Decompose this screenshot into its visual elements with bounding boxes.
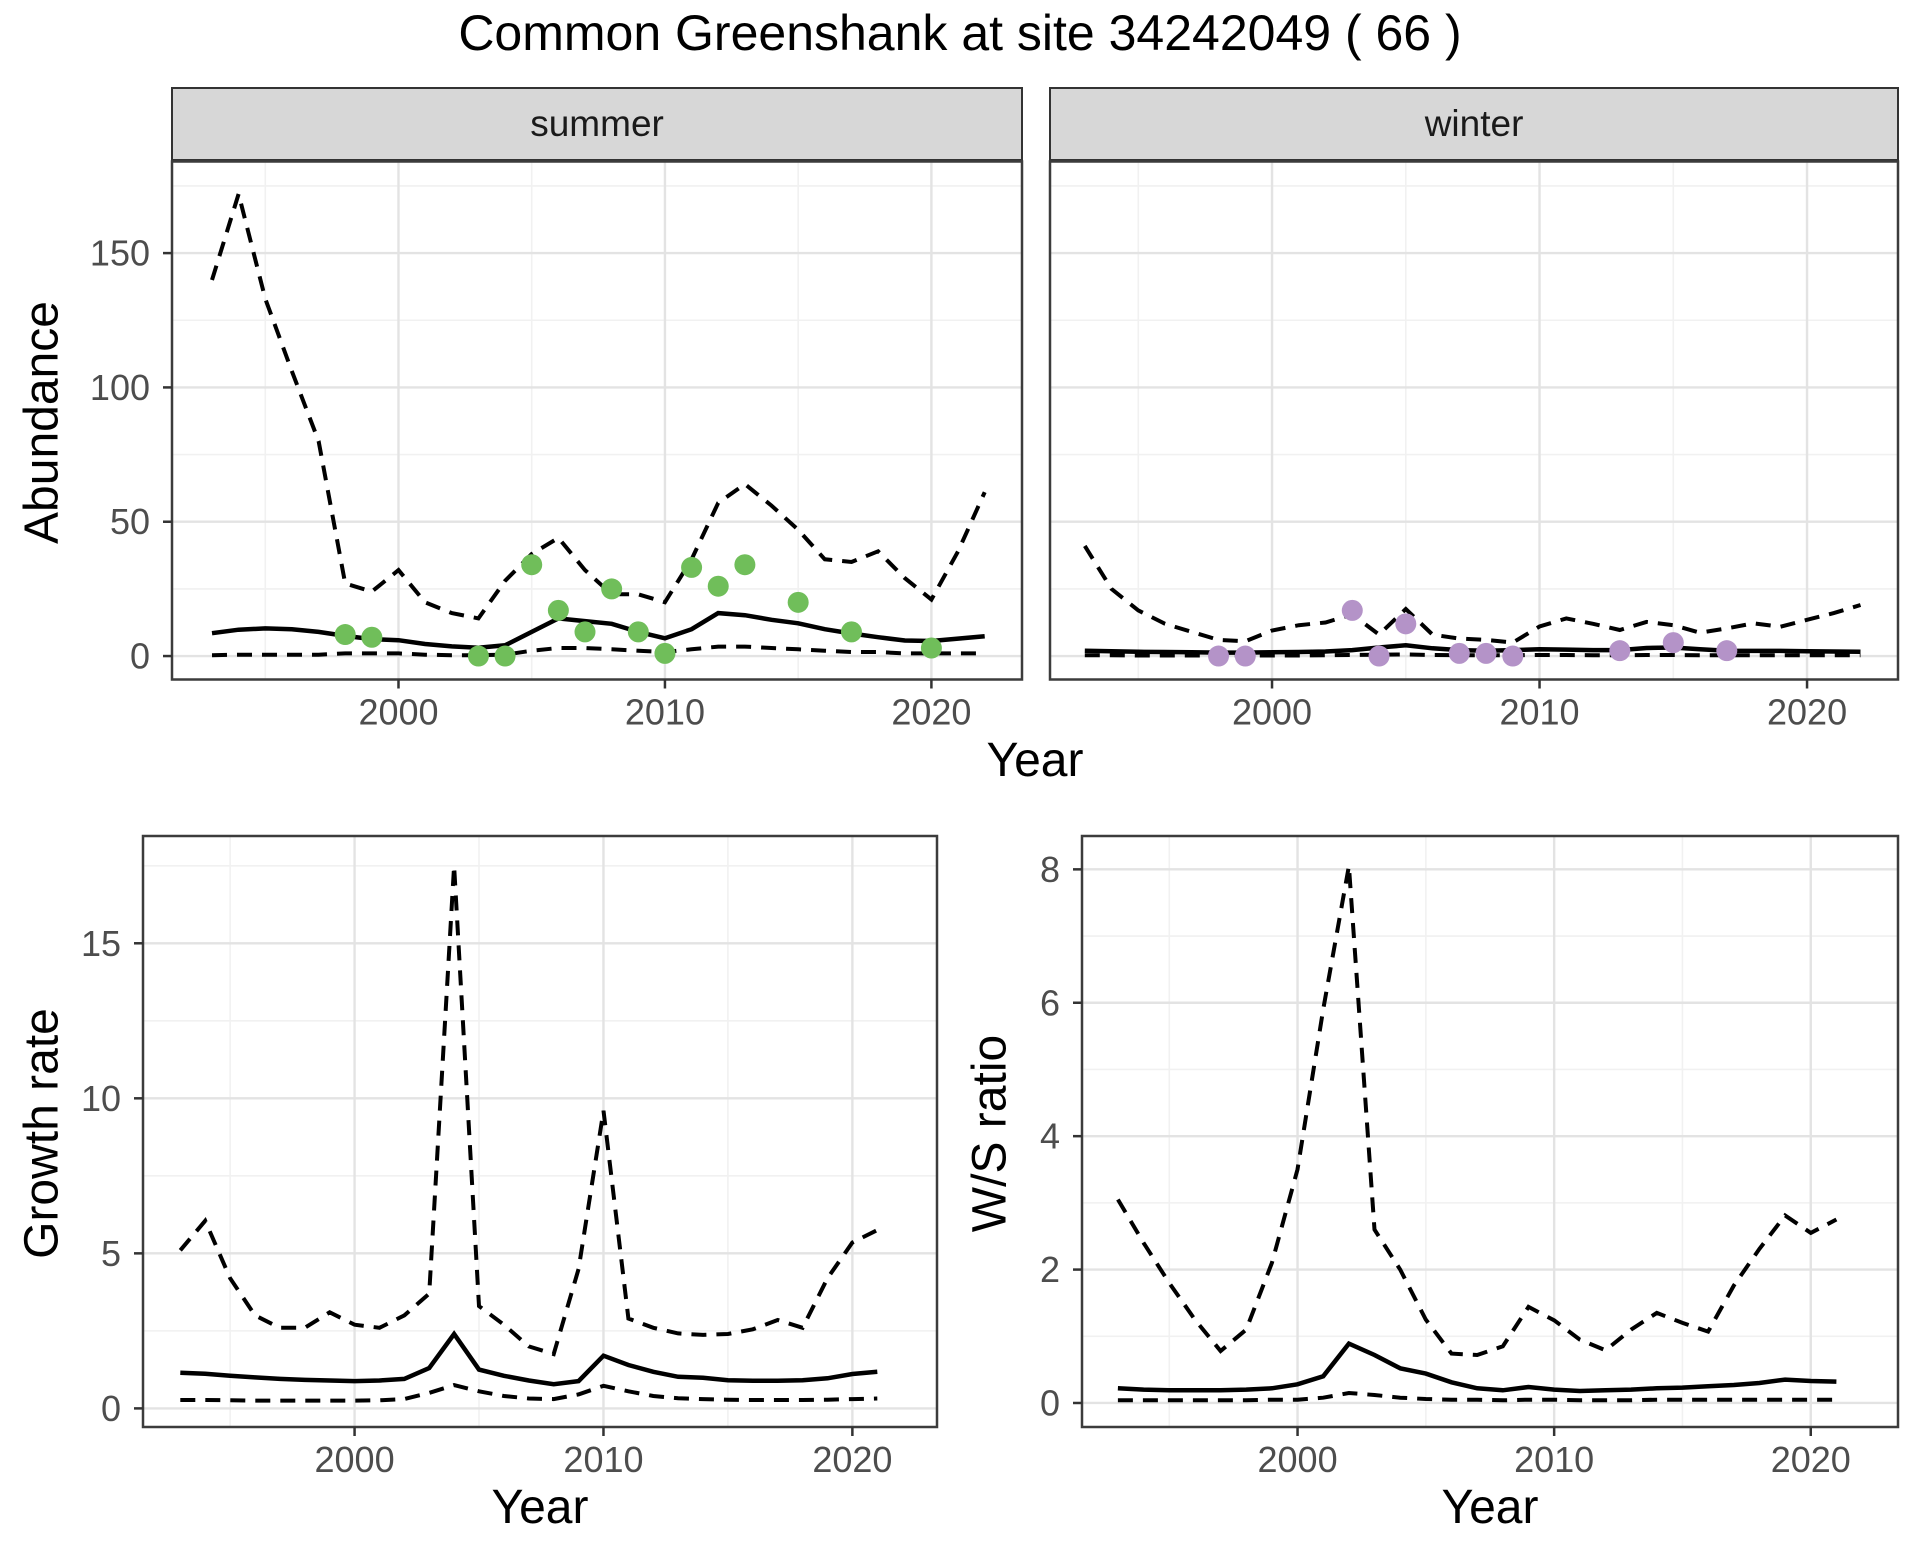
x-tick-label: 2020: [1767, 692, 1847, 733]
x-tick-label: 2010: [625, 692, 705, 733]
panel-growth-rate: 2000 2010 2020 0 5 10 15: [81, 834, 939, 1480]
ws-ratio-panel-border: [1080, 834, 1900, 1429]
facet-label-summer: summer: [530, 103, 664, 144]
data-point: [334, 624, 356, 646]
growth-rate-axes: 2000 2010 2020 0 5 10 15: [81, 923, 892, 1480]
x-tick-label: 2020: [891, 692, 971, 733]
data-point: [547, 599, 569, 621]
ws-ratio-panel-bg: [1082, 836, 1898, 1427]
data-point: [734, 554, 756, 576]
panel-ws-ratio: 2000 2010 2020 0 2 4 6 8: [1040, 834, 1900, 1480]
y-tick-label: 0: [1040, 1382, 1060, 1423]
y-tick-label: 2: [1040, 1249, 1060, 1290]
x-tick-label: 2000: [1232, 692, 1312, 733]
abundance-summer-panel-bg: [172, 161, 1022, 680]
abundance-winter-axes: 2000 2010 2020: [1232, 679, 1847, 733]
y-tick-label: 50: [110, 501, 150, 542]
ws-ratio-grid: [1082, 836, 1898, 1427]
abundance-winter-observed-points: [1208, 599, 1738, 667]
y-tick-label: 5: [101, 1233, 121, 1274]
abundance-summer-observed-points: [334, 554, 942, 667]
x-axis-title-year-top: Year: [986, 734, 1084, 787]
data-point: [1368, 645, 1390, 667]
data-point: [601, 578, 623, 600]
x-tick-label: 2020: [1771, 1439, 1851, 1480]
abundance-summer-lower95-line: [211, 644, 985, 658]
ws-ratio-median-line: [1117, 1340, 1837, 1394]
data-point: [521, 554, 543, 576]
y-tick-label: 8: [1040, 849, 1060, 890]
x-axis-title-year-bottom-right: Year: [1441, 1481, 1539, 1534]
y-tick-label: 4: [1040, 1116, 1060, 1157]
data-point: [1341, 599, 1363, 621]
data-point: [787, 591, 809, 613]
ws-ratio-axes: 2000 2010 2020 0 2 4 6 8: [1040, 849, 1851, 1480]
data-point: [467, 645, 489, 667]
data-point: [627, 621, 649, 643]
panel-abundance-winter: 2000 2010 2020: [1048, 160, 1900, 733]
data-point: [494, 645, 516, 667]
data-point: [654, 642, 676, 664]
data-point: [1395, 613, 1417, 635]
abundance-winter-upper95-line: [1083, 544, 1862, 645]
y-tick-label: 0: [101, 1388, 121, 1429]
x-tick-label: 2010: [1514, 1439, 1594, 1480]
abundance-summer-panel-border: [170, 160, 1024, 681]
data-point: [1662, 632, 1684, 654]
data-point: [681, 556, 703, 578]
data-point: [361, 626, 383, 648]
growth-rate-panel-bg: [143, 836, 937, 1427]
y-axis-title-ws-ratio: W/S ratio: [963, 1034, 1017, 1233]
y-tick-label: 150: [90, 233, 150, 274]
data-point: [920, 637, 942, 659]
data-point: [840, 621, 862, 643]
y-axis-title-growth-rate: Growth rate: [15, 1008, 69, 1259]
x-tick-label: 2000: [1258, 1439, 1338, 1480]
abundance-summer-upper95-line: [210, 186, 987, 621]
data-point: [1448, 642, 1470, 664]
y-tick-label: 0: [130, 636, 150, 677]
data-point: [707, 575, 729, 597]
abundance-winter-panel-border: [1048, 160, 1900, 681]
y-tick-label: 6: [1040, 982, 1060, 1023]
data-point: [1208, 645, 1230, 667]
y-axis-title-abundance: Abundance: [15, 301, 69, 544]
x-tick-label: 2010: [1499, 692, 1579, 733]
y-tick-label: 15: [81, 923, 121, 964]
panel-abundance-summer: 2000 2010 2020 0 50 100 150: [90, 160, 1024, 733]
x-tick-label: 2020: [812, 1439, 892, 1480]
chart-title: Common Greenshank at site 34242049 ( 66 …: [458, 5, 1462, 61]
x-tick-label: 2000: [315, 1439, 395, 1480]
facet-strip-summer: summer: [170, 87, 1024, 161]
abundance-winter-grid: [1050, 161, 1898, 680]
ws-ratio-lower95-line: [1117, 1390, 1837, 1403]
abundance-summer-grid: [172, 161, 1022, 680]
data-point: [1609, 640, 1631, 662]
growth-rate-lower95-line: [180, 1383, 878, 1403]
growth-rate-panel-border: [141, 834, 939, 1429]
x-axis-title-year-bottom-left: Year: [491, 1481, 589, 1534]
data-point: [1234, 645, 1256, 667]
growth-rate-grid: [143, 836, 937, 1427]
abundance-summer-axes: 2000 2010 2020 0 50 100 150: [90, 233, 972, 733]
y-tick-label: 10: [81, 1078, 121, 1119]
data-point: [574, 621, 596, 643]
y-tick-label: 100: [90, 367, 150, 408]
data-point: [1716, 640, 1738, 662]
x-tick-label: 2000: [358, 692, 438, 733]
growth-rate-upper95-line: [178, 865, 879, 1357]
x-tick-label: 2010: [563, 1439, 643, 1480]
data-point: [1502, 645, 1524, 667]
data-point: [1475, 642, 1497, 664]
facet-label-winter: winter: [1424, 103, 1524, 144]
abundance-winter-panel-bg: [1050, 161, 1898, 680]
ws-ratio-upper95-line: [1116, 865, 1838, 1358]
facet-strip-winter: winter: [1048, 87, 1900, 161]
growth-rate-median-line: [180, 1330, 878, 1387]
